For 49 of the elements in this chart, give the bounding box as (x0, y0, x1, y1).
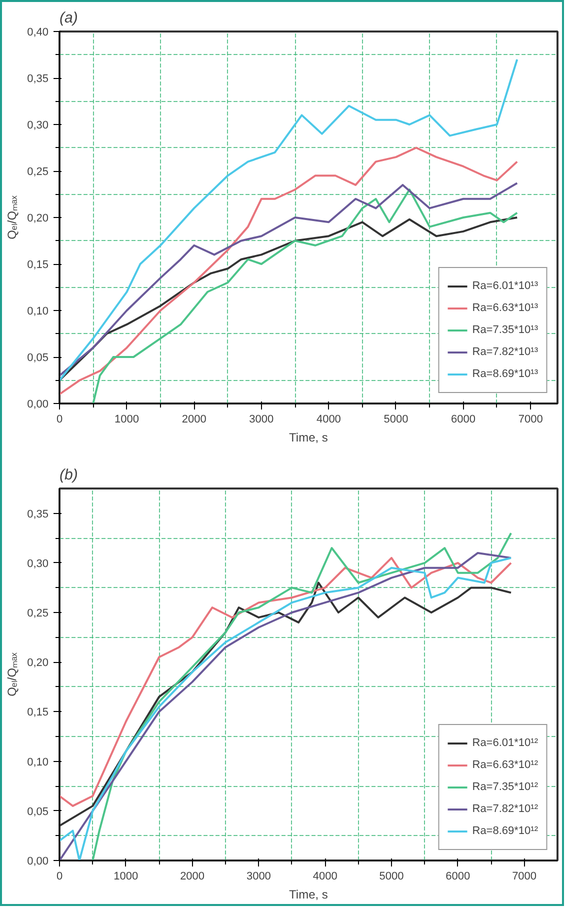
y-tick-label: 0,40 (27, 26, 49, 38)
y-tick-label: 0,05 (27, 352, 49, 364)
x-axis-title: Time, s (289, 888, 328, 902)
y-tick-label: 0,20 (27, 212, 49, 224)
x-tick-label: 5000 (379, 870, 404, 882)
y-tick-label: 0,00 (27, 856, 49, 868)
legend-label: Ra=7.82*10¹² (472, 803, 538, 815)
x-tick-label: 3000 (246, 870, 271, 882)
y-tick-label: 0,00 (27, 398, 49, 410)
y-tick-label: 0,10 (27, 756, 49, 768)
legend-label: Ra=6.01*10¹² (472, 737, 538, 749)
legend-label: Ra=8.69*10¹³ (472, 368, 538, 380)
x-tick-label: 1000 (114, 414, 140, 426)
y-tick-label: 0,30 (27, 558, 49, 570)
y-tick-label: 0,15 (27, 259, 49, 271)
chart-title: (a) (60, 10, 78, 26)
y-tick-label: 0,30 (27, 120, 49, 132)
x-tick-label: 4000 (316, 414, 341, 426)
legend-label: Ra=8.69*10¹² (472, 825, 538, 837)
x-tick-label: 0 (56, 414, 63, 426)
x-tick-label: 2000 (180, 870, 205, 882)
x-tick-label: 3000 (249, 414, 274, 426)
legend-label: Ra=7.82*10¹³ (472, 346, 538, 358)
y-axis-title: Qₑₗ/Qₘₐₓ (5, 652, 20, 696)
y-axis-title: Qₑₗ/Qₘₐₓ (5, 196, 20, 240)
legend-label: Ra=6.63*10¹² (472, 759, 538, 771)
y-tick-label: 0,10 (27, 306, 49, 318)
x-tick-label: 5000 (384, 414, 408, 426)
chart-title: (b) (60, 466, 78, 484)
y-tick-label: 0,05 (27, 806, 49, 818)
y-tick-label: 0,35 (27, 73, 49, 85)
y-tick-label: 0,35 (27, 508, 49, 520)
x-tick-label: 0 (56, 870, 63, 882)
x-tick-label: 7000 (518, 414, 543, 426)
x-tick-label: 6000 (446, 870, 470, 882)
x-tick-label: 6000 (451, 414, 476, 426)
y-tick-label: 0,15 (27, 706, 49, 719)
x-tick-label: 4000 (312, 870, 338, 882)
y-tick-label: 0,25 (27, 608, 49, 620)
legend-label: Ra=7.35*10¹² (472, 781, 538, 793)
x-tick-label: 7000 (512, 870, 537, 882)
y-tick-label: 0,20 (27, 657, 49, 670)
legend-label: Ra=7.35*10¹³ (472, 324, 538, 336)
y-tick-label: 0,25 (27, 166, 49, 178)
x-tick-label: 2000 (182, 414, 206, 426)
x-axis-title: Time, s (289, 430, 328, 444)
legend-label: Ra=6.01*10¹³ (472, 280, 538, 292)
x-tick-label: 1000 (114, 870, 138, 882)
legend-label: Ra=6.63*10¹³ (472, 302, 538, 314)
